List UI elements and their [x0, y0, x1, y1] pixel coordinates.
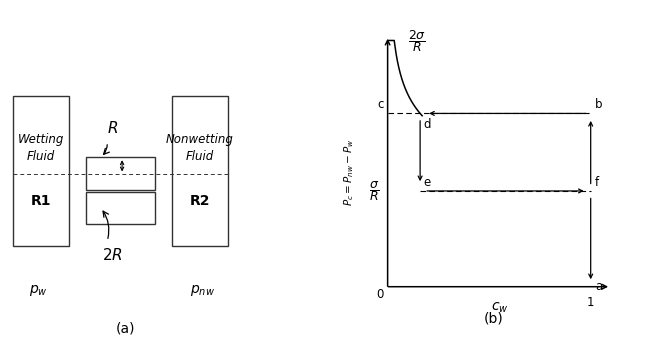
Text: $\dfrac{\sigma}{R}$: $\dfrac{\sigma}{R}$ [369, 179, 380, 203]
Text: $P_c = P_{nw} - P_w$: $P_c = P_{nw} - P_w$ [342, 139, 356, 206]
Text: (a): (a) [115, 321, 135, 335]
Text: $\dfrac{2\sigma}{R}$: $\dfrac{2\sigma}{R}$ [408, 28, 426, 54]
Text: d: d [423, 118, 431, 131]
Text: R1: R1 [31, 194, 51, 208]
Text: $R$: $R$ [107, 120, 117, 136]
Bar [13, 96, 69, 246]
Text: Nonwetting
Fluid: Nonwetting Fluid [166, 133, 234, 163]
Text: e: e [423, 176, 430, 189]
Text: c: c [377, 98, 383, 111]
Text: 0: 0 [376, 288, 383, 301]
Bar [172, 96, 228, 246]
Text: b: b [595, 98, 603, 111]
Text: $c_w$: $c_w$ [490, 300, 508, 315]
Text: $p_{nw}$: $p_{nw}$ [191, 283, 215, 298]
Text: $p_w$: $p_w$ [28, 283, 48, 298]
Text: f: f [595, 176, 599, 189]
Text: 1: 1 [587, 296, 595, 309]
Text: $2R$: $2R$ [102, 247, 123, 263]
Text: (b): (b) [483, 312, 503, 326]
Text: R2: R2 [189, 194, 210, 208]
Bar [86, 157, 155, 190]
Bar [86, 192, 155, 224]
Text: a: a [595, 280, 602, 293]
Text: Wetting
Fluid: Wetting Fluid [18, 133, 65, 163]
